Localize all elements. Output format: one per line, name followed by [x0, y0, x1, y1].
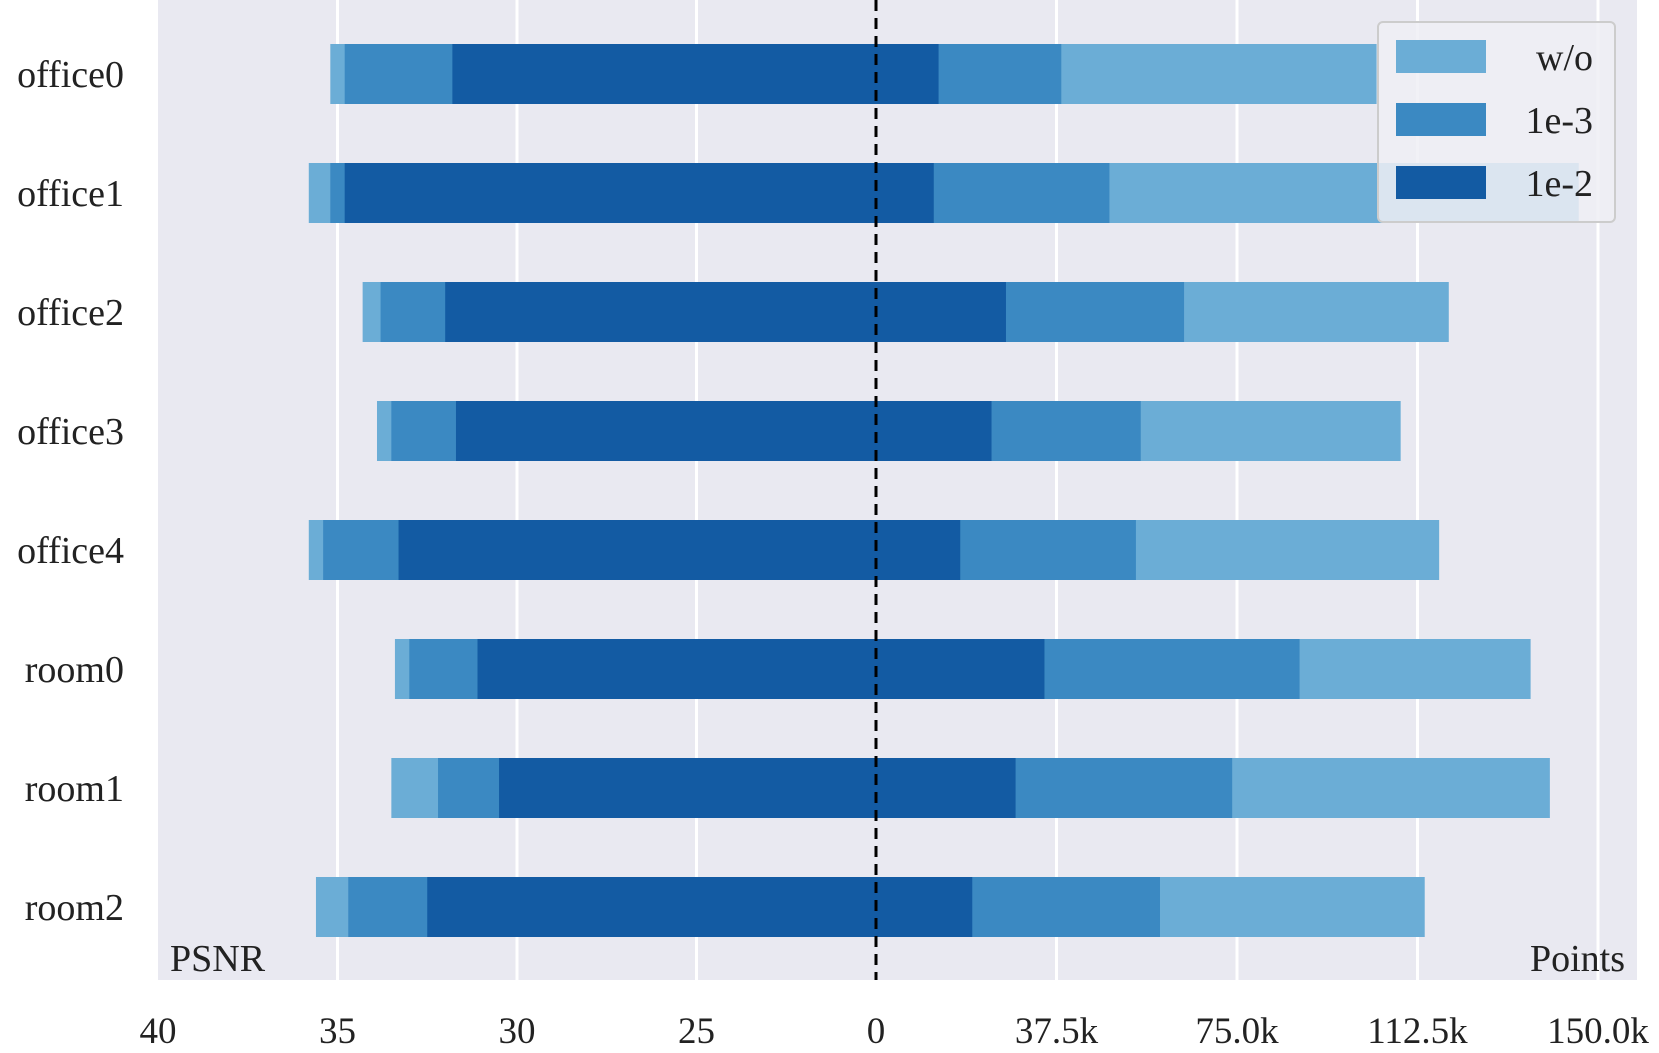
category-label-office0: office0 — [17, 54, 124, 96]
axis-tick-labels: 0 40 35 30 25 37.5k 75.0k 112.5k 150.0k — [140, 1011, 1650, 1052]
bar-points-office4-1e-2 — [876, 520, 961, 580]
category-label-office3: office3 — [17, 411, 124, 453]
right-tick-label-112500: 112.5k — [1367, 1011, 1468, 1052]
right-tick-label-150000: 150.0k — [1547, 1011, 1649, 1052]
legend-label-w-o: w/o — [1536, 37, 1593, 79]
legend: w/o 1e-3 1e-2 — [1377, 21, 1616, 223]
bars — [308, 44, 1579, 937]
center-tick-label: 0 — [867, 1011, 886, 1052]
bar-points-office3-1e-2 — [876, 401, 992, 461]
bar-psnr-office1-1e-2 — [344, 163, 876, 223]
bar-psnr-office4-1e-2 — [398, 520, 876, 580]
legend-swatch-w-o — [1396, 40, 1486, 73]
bar-psnr-office3-1e-2 — [455, 401, 876, 461]
legend-label-1e-3: 1e-3 — [1525, 100, 1593, 142]
bar-points-room1-1e-2 — [876, 758, 1016, 818]
bar-points-office2-1e-2 — [876, 282, 1006, 342]
category-label-room2: room2 — [25, 887, 124, 929]
category-labels: office0 office1 office2 office3 office4 room0… — [17, 54, 124, 929]
category-label-office4: office4 — [17, 530, 124, 572]
category-label-room1: room1 — [25, 768, 124, 810]
bar-psnr-office0-1e-2 — [452, 44, 876, 104]
category-label-office1: office1 — [17, 173, 124, 215]
legend-label-1e-2: 1e-2 — [1525, 163, 1593, 205]
category-label-office2: office2 — [17, 292, 124, 334]
bar-psnr-room2-1e-2 — [427, 877, 876, 937]
bar-psnr-office2-1e-2 — [445, 282, 876, 342]
left-tick-label-25: 25 — [678, 1011, 715, 1052]
right-axis-label: Points — [1530, 938, 1625, 980]
left-tick-label-30: 30 — [499, 1011, 536, 1052]
left-tick-label-35: 35 — [319, 1011, 356, 1052]
bar-points-room2-1e-2 — [876, 877, 973, 937]
right-tick-label-37500: 37.5k — [1015, 1011, 1099, 1052]
bar-points-office0-1e-2 — [876, 44, 939, 104]
bar-psnr-room1-1e-2 — [499, 758, 876, 818]
left-axis-label: PSNR — [170, 938, 266, 980]
left-tick-label-40: 40 — [140, 1011, 177, 1052]
legend-swatch-1e-2 — [1396, 166, 1486, 199]
category-label-room0: room0 — [25, 649, 124, 691]
bar-psnr-room0-1e-2 — [477, 639, 876, 699]
bar-points-office1-1e-2 — [876, 163, 934, 223]
right-tick-label-75000: 75.0k — [1195, 1011, 1279, 1052]
bar-points-room0-1e-2 — [876, 639, 1045, 699]
legend-swatch-1e-3 — [1396, 103, 1486, 136]
